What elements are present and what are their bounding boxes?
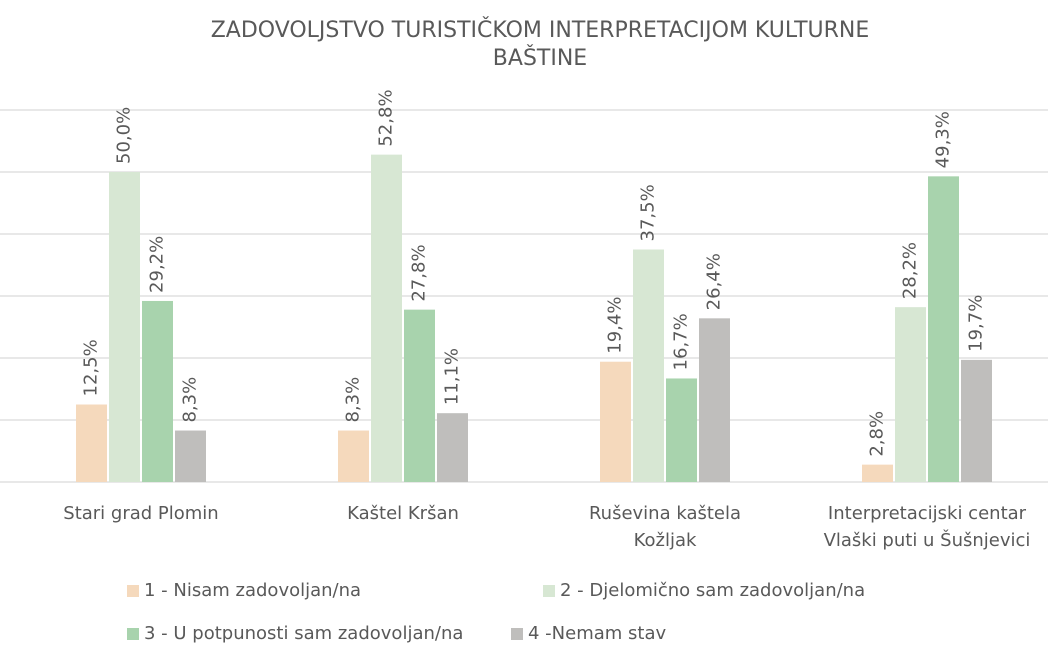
bar [109, 172, 140, 482]
legend-item: 1 - Nisam zadovoljan/na [127, 580, 361, 601]
bar [961, 359, 992, 482]
legend-swatch [543, 584, 555, 597]
bar [633, 249, 664, 482]
bar [142, 300, 173, 482]
data-label: 2,8% [867, 411, 888, 457]
data-label: 8,3% [343, 377, 364, 423]
data-label: 11,1% [442, 348, 463, 405]
x-tick-label: Kaštel Kršan [347, 503, 459, 524]
legend-label: 2 - Djelomično sam zadovoljan/na [560, 580, 866, 601]
data-label: 27,8% [409, 244, 430, 301]
data-label: 26,4% [704, 253, 725, 310]
legend-swatch [511, 627, 523, 640]
bar [862, 464, 893, 482]
data-label: 50,0% [114, 107, 135, 164]
data-label: 8,3% [180, 377, 201, 423]
legend-label: 4 -Nemam stav [528, 623, 667, 644]
data-label: 28,2% [900, 242, 921, 299]
bar [699, 318, 730, 482]
bar [404, 309, 435, 482]
data-label: 19,7% [966, 295, 987, 352]
bar [175, 430, 206, 482]
x-tick-label: Interpretacijski centar Vlaški puti u Šu… [823, 503, 1031, 551]
legend-label: 1 - Nisam zadovoljan/na [144, 580, 362, 601]
legend-label: 3 - U potpunosti sam zadovoljan/na [144, 623, 464, 644]
bar [76, 404, 107, 482]
legend-swatch [127, 627, 139, 640]
bar [371, 154, 402, 482]
chart-title: ZADOVOLJSTVO TURISTIČKOM INTERPRETACIJOM… [210, 18, 870, 71]
legend-swatch [127, 584, 139, 597]
data-label: 49,3% [933, 111, 954, 168]
bar [600, 361, 631, 482]
data-label: 16,7% [671, 313, 692, 370]
legend-item: 4 -Nemam stav [511, 623, 666, 644]
data-label: 12,5% [81, 339, 102, 396]
x-tick-label: Ruševina kaštela Kožljak [588, 503, 742, 551]
legend-item: 2 - Djelomično sam zadovoljan/na [543, 580, 865, 601]
data-label: 19,4% [605, 297, 626, 354]
bar [338, 430, 369, 482]
data-label: 29,2% [147, 236, 168, 293]
x-tick-label: Stari grad Plomin [63, 503, 219, 524]
bar [928, 176, 959, 482]
bar [437, 413, 468, 482]
legend-item: 3 - U potpunosti sam zadovoljan/na [127, 623, 463, 644]
bar [666, 378, 697, 482]
data-label: 37,5% [638, 184, 659, 241]
data-label: 52,8% [376, 89, 397, 146]
bar [895, 307, 926, 482]
